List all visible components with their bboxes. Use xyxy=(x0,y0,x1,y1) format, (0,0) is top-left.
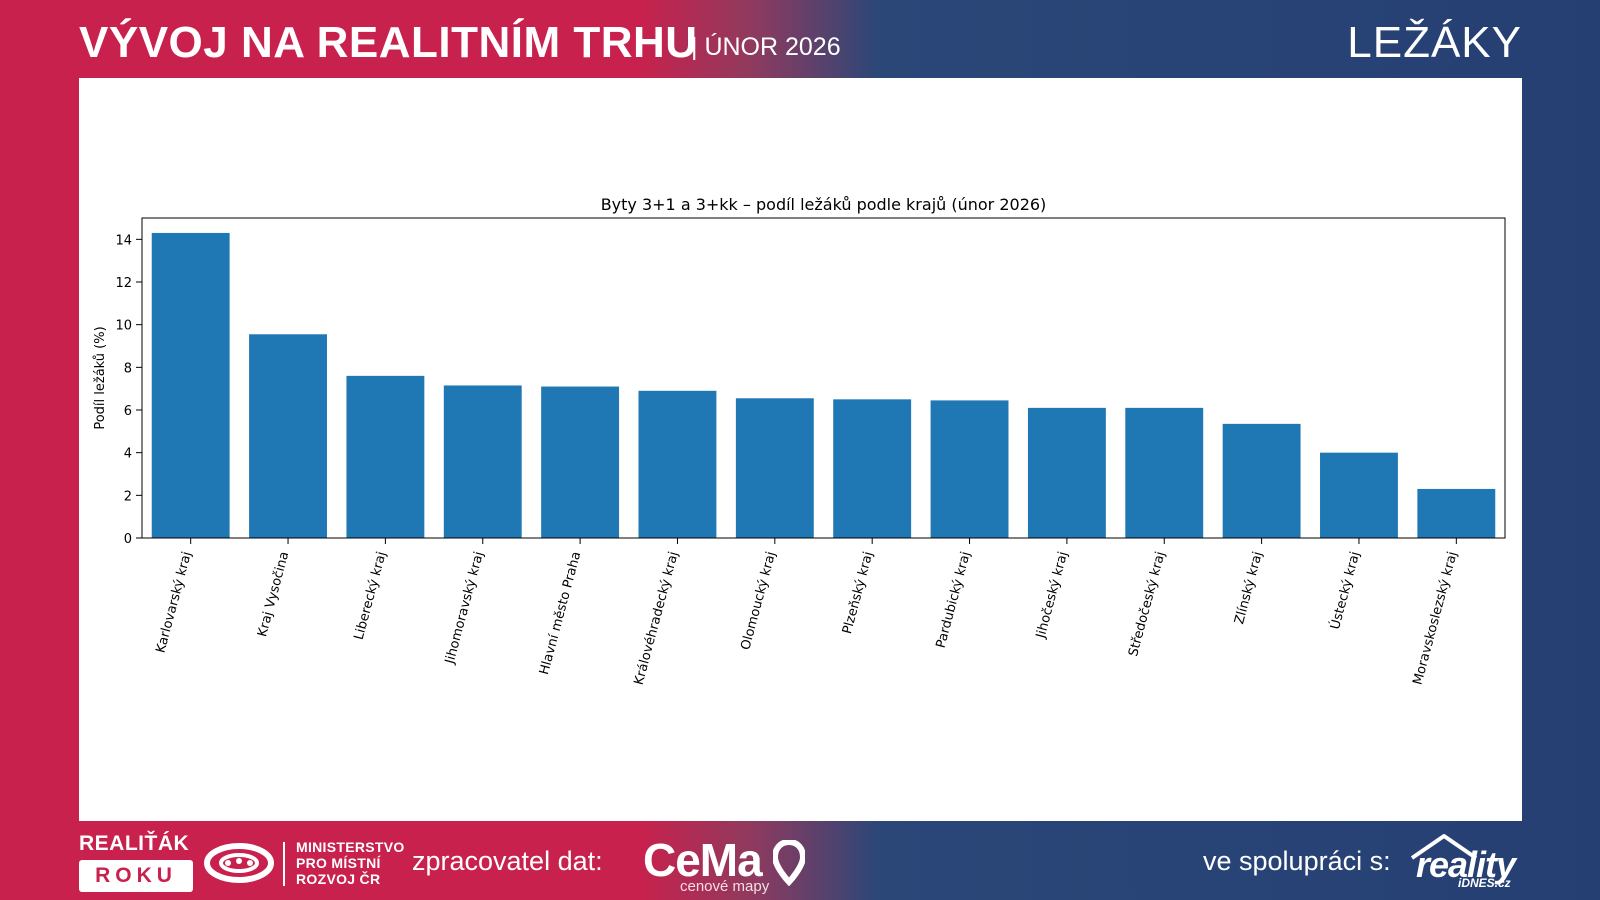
y-tick-label-4: 8 xyxy=(124,361,132,376)
bar-6 xyxy=(735,398,814,538)
y-tick-label-6: 12 xyxy=(115,276,132,291)
bar-7 xyxy=(833,399,912,538)
roku-badge: ROKU xyxy=(79,860,193,892)
chart-title: Byty 3+1 a 3+kk – podíl ležáků podle kra… xyxy=(601,195,1047,214)
x-tick-label-8: Pardubický kraj xyxy=(934,550,974,650)
y-tick-label-7: 14 xyxy=(115,233,132,248)
y-tick-label-2: 4 xyxy=(124,447,132,462)
cemap-logo-text: CeMa xyxy=(643,834,763,886)
x-tick-label-12: Ústecký kraj xyxy=(1327,550,1363,631)
ministry-line-3: ROZVOJ ČR xyxy=(296,871,381,887)
x-tick-label-2: Liberecký kraj xyxy=(352,550,390,641)
x-tick-label-11: Zlínský kraj xyxy=(1232,550,1266,626)
page-title: VÝVOJ NA REALITNÍM TRHU xyxy=(79,18,698,67)
x-tick-label-13: Moravskoslezský kraj xyxy=(1411,550,1461,687)
x-tick-label-9: Jihočeský kraj xyxy=(1033,550,1071,641)
topic-label: LEŽÁKY xyxy=(1347,18,1522,67)
x-tick-label-3: Jihomoravský kraj xyxy=(442,550,487,666)
bar-11 xyxy=(1222,423,1301,538)
ministry-line-1: MINISTERSTVO xyxy=(296,839,405,855)
bar-2 xyxy=(346,375,425,538)
data-processor-label: zpracovatel dat: xyxy=(412,846,603,876)
bar-1 xyxy=(249,334,327,538)
page-subtitle: | ÚNOR 2026 xyxy=(691,33,841,61)
chart-card: Byty 3+1 a 3+kk – podíl ležáků podle kra… xyxy=(79,78,1522,821)
y-axis-label: Podíl ležáků (%) xyxy=(93,326,108,429)
y-tick-label-3: 6 xyxy=(124,404,132,419)
ministry-emblem-icon xyxy=(204,843,274,883)
bar-8 xyxy=(930,400,1009,538)
bar-13 xyxy=(1417,488,1496,538)
ministry-name: MINISTERSTVO PRO MÍSTNÍ ROZVOJ ČR xyxy=(296,839,405,887)
ministry-line-2: PRO MÍSTNÍ xyxy=(296,855,381,871)
reality-logo-subtext: iDNES.cz xyxy=(1458,876,1511,890)
y-tick-label-1: 2 xyxy=(124,489,132,504)
realitak-logo-text: REALIŤÁK xyxy=(79,832,190,855)
x-tick-label-7: Plzeňský kraj xyxy=(840,550,876,636)
footer-bar: REALIŤÁK ROKU MINISTERSTVO PRO MÍSTNÍ RO… xyxy=(0,822,1600,900)
bar-9 xyxy=(1027,407,1106,538)
bar-3 xyxy=(443,385,522,538)
reality-logo-text: reality xyxy=(1416,844,1516,885)
ministry-divider xyxy=(283,842,285,886)
house-roof-icon xyxy=(1410,834,1478,860)
partner-label: ve spolupráci s: xyxy=(1203,846,1391,876)
x-tick-label-4: Hlavní město Praha xyxy=(537,550,584,676)
bar-4 xyxy=(541,386,620,538)
map-pin-icon xyxy=(773,840,805,886)
plot-frame xyxy=(141,217,1506,539)
bar-0 xyxy=(151,232,230,538)
bar-chart: Byty 3+1 a 3+kk – podíl ležáků podle kra… xyxy=(93,195,1506,687)
x-tick-label-1: Kraj Vysočina xyxy=(255,550,292,638)
bar-5 xyxy=(638,390,717,538)
x-tick-label-10: Středočeský kraj xyxy=(1126,550,1168,658)
bar-12 xyxy=(1320,452,1398,538)
x-tick-label-5: Královéhradecký kraj xyxy=(632,550,682,687)
y-tick-label-0: 0 xyxy=(124,532,132,547)
cemap-tagline: cenové mapy xyxy=(680,878,770,895)
header-bar: VÝVOJ NA REALITNÍM TRHU | ÚNOR 2026 LEŽÁ… xyxy=(0,0,1600,78)
x-tick-label-0: Karlovarský kraj xyxy=(153,550,194,655)
y-tick-label-5: 10 xyxy=(115,319,132,334)
x-tick-label-6: Olomoucký kraj xyxy=(738,550,779,652)
reality-idnes-logo: reality iDNES.cz xyxy=(1408,832,1522,890)
bar-10 xyxy=(1125,407,1204,538)
